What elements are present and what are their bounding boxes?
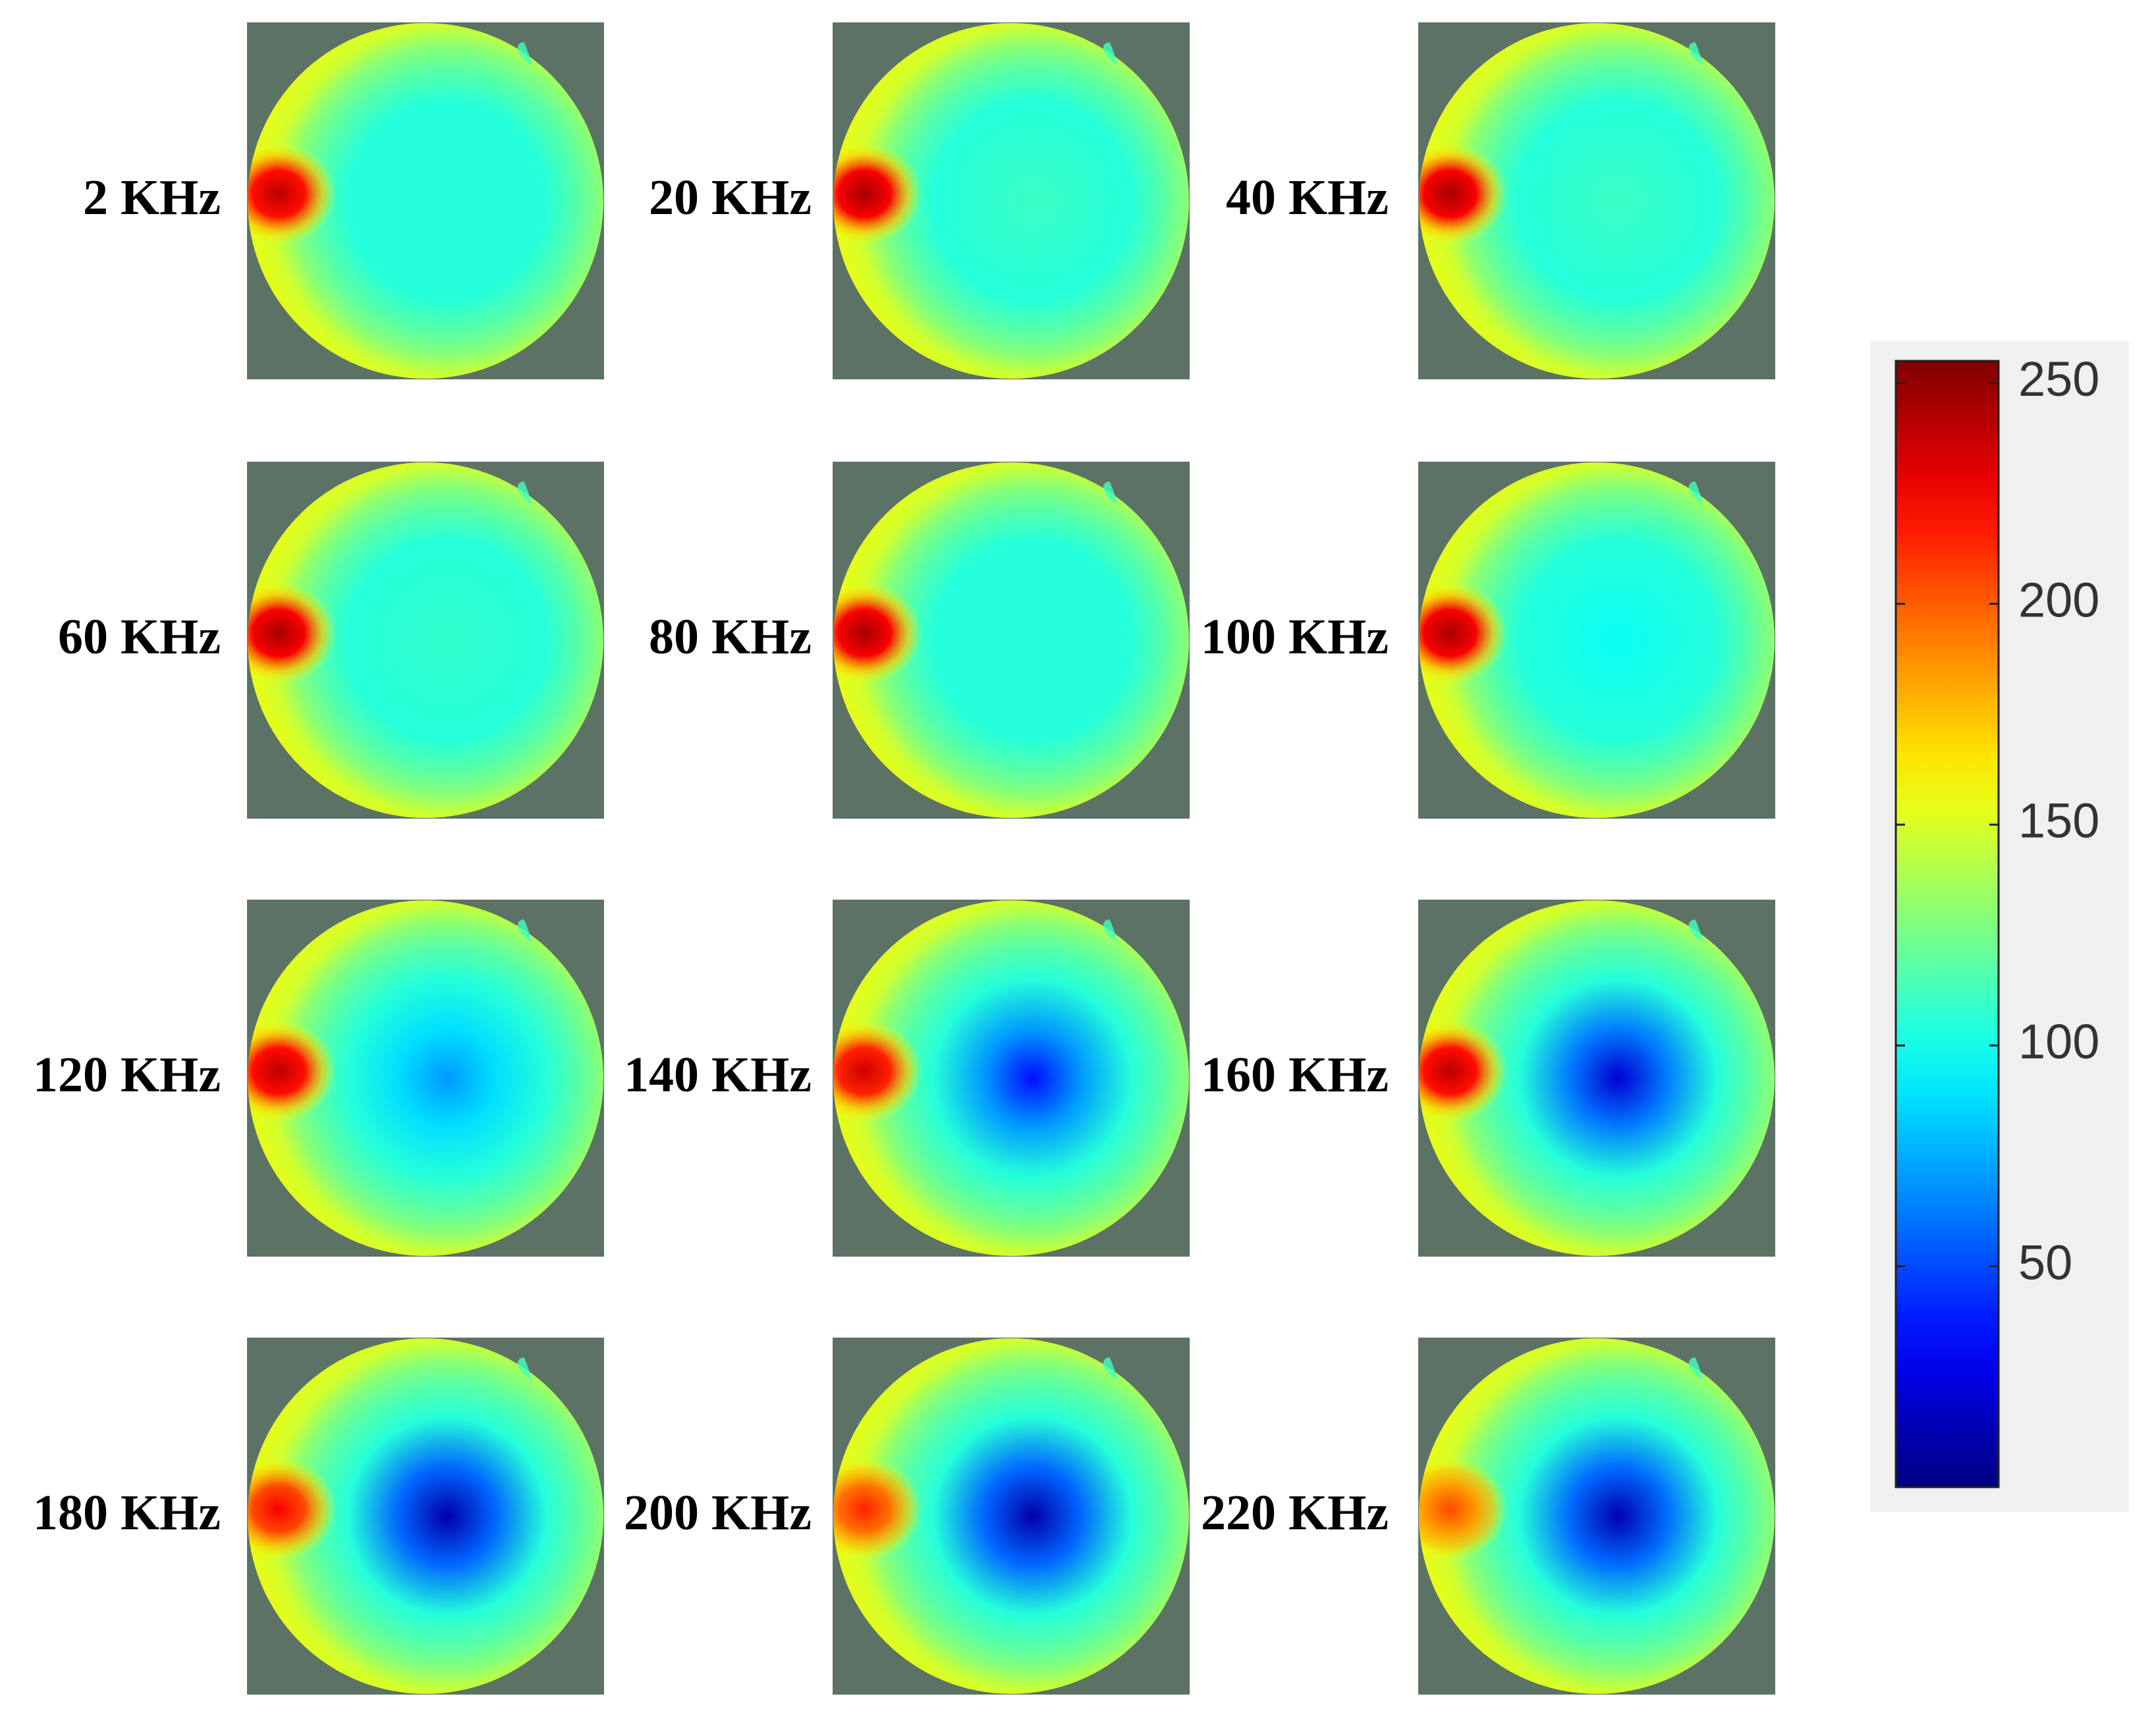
frequency-label: 160 KHz — [1201, 1047, 1389, 1102]
panel-2khz: 2 KHz — [83, 22, 604, 379]
colorbar: 250 200 150 100 50 — [1871, 341, 2129, 1512]
inclusion-region — [1419, 1020, 1508, 1123]
inclusion-region — [248, 1457, 337, 1561]
frequency-label: 220 KHz — [1201, 1485, 1389, 1540]
colorbar-tick-label: 150 — [2018, 794, 2099, 848]
panel-140khz: 140 KHz — [624, 900, 1190, 1257]
panel-120khz: 120 KHz — [33, 900, 604, 1257]
panel-20khz: 20 KHz — [649, 22, 1190, 379]
conductivity-disk — [833, 900, 1189, 1256]
inclusion-region — [248, 1020, 337, 1123]
inclusion-region — [833, 1457, 922, 1561]
conductivity-disk — [248, 462, 603, 818]
panel-80khz: 80 KHz — [649, 462, 1190, 819]
colorbar-ticks: 250 200 150 100 50 — [1896, 352, 2099, 1290]
frequency-label: 140 KHz — [624, 1047, 812, 1102]
inclusion-region — [1419, 1457, 1508, 1561]
panel-200khz: 200 KHz — [624, 1338, 1190, 1695]
panel-180khz: 180 KHz — [33, 1338, 604, 1695]
conductivity-disk — [833, 23, 1189, 379]
conductivity-disk — [1419, 900, 1775, 1256]
frequency-label: 200 KHz — [624, 1485, 812, 1540]
colorbar-tick-label: 50 — [2018, 1235, 2072, 1290]
frequency-label: 80 KHz — [649, 609, 812, 665]
frequency-label: 120 KHz — [33, 1047, 221, 1102]
colorbar-tick-label: 200 — [2018, 572, 2099, 627]
conductivity-disk — [1419, 462, 1775, 818]
colorbar-tick-label: 250 — [2018, 352, 2099, 406]
panel-grid: 2 KHz 20 KHz 40 KHz 60 KHz 80 KHz 100 KHz 120 … — [33, 22, 1775, 1695]
colorbar-gradient — [1894, 360, 2000, 1488]
inclusion-region — [1419, 142, 1508, 246]
panel-60khz: 60 KHz — [58, 462, 604, 819]
conductivity-disk — [833, 1338, 1189, 1694]
inclusion-region — [833, 142, 922, 246]
conductivity-disk — [1419, 1338, 1775, 1694]
panel-220khz: 220 KHz — [1201, 1338, 1775, 1695]
inclusion-region — [1419, 582, 1508, 685]
panel-40khz: 40 KHz — [1226, 22, 1775, 379]
frequency-label: 2 KHz — [83, 170, 221, 225]
panel-160khz: 160 KHz — [1201, 900, 1775, 1257]
inclusion-region — [248, 582, 337, 685]
inclusion-region — [833, 582, 922, 685]
inclusion-region — [833, 1020, 922, 1123]
frequency-label: 60 KHz — [58, 609, 221, 665]
frequency-label: 40 KHz — [1226, 170, 1389, 225]
conductivity-disk — [248, 900, 603, 1256]
conductivity-disk — [833, 462, 1189, 818]
conductivity-disk — [248, 1338, 603, 1694]
frequency-label: 20 KHz — [649, 170, 812, 225]
frequency-label: 180 KHz — [33, 1485, 221, 1540]
inclusion-region — [248, 142, 337, 246]
panel-100khz: 100 KHz — [1201, 462, 1775, 819]
frequency-label: 100 KHz — [1201, 609, 1389, 665]
conductivity-disk — [248, 23, 603, 379]
colorbar-tick-label: 100 — [2018, 1014, 2099, 1069]
conductivity-disk — [1419, 23, 1775, 379]
